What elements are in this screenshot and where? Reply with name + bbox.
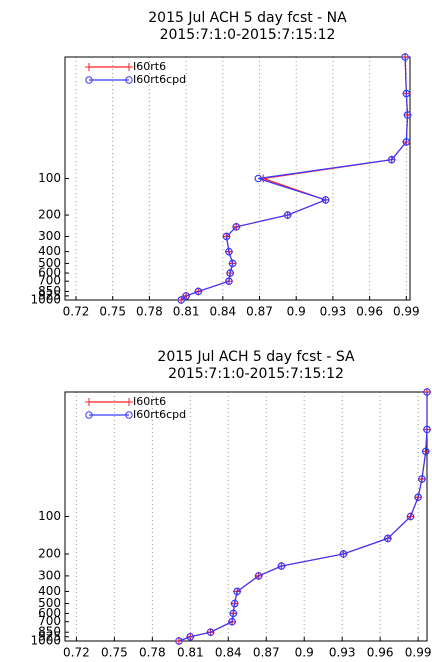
plot-frame [64, 56, 411, 301]
series-line [180, 56, 409, 301]
x-tick-label: 0.87 [246, 305, 273, 319]
legend-marker [85, 398, 133, 406]
legend-label: I60rt6 [133, 60, 166, 73]
point-marker [421, 447, 430, 456]
point-marker [222, 232, 231, 241]
y-tick-label: 400 [38, 584, 61, 598]
point-marker [383, 534, 392, 543]
point-marker [423, 425, 431, 434]
point-marker [226, 269, 234, 277]
chart-subtitle: 2015:7:1:0-2015:7:15:12 [160, 27, 336, 43]
y-tick-label: 925 [38, 288, 61, 302]
y-tick-label: 700 [38, 274, 61, 288]
point-marker [225, 247, 233, 256]
x-tick-label: 0.87 [253, 646, 280, 660]
y-tick-label: 200 [38, 208, 61, 222]
point-marker [277, 562, 286, 570]
y-tick-label: 300 [38, 568, 61, 582]
x-tick-label: 0.93 [320, 305, 347, 319]
y-tick-label: 1000 [30, 293, 61, 307]
x-tick-label: 0.9 [295, 646, 314, 660]
y-tick-label: 700 [38, 614, 61, 628]
legend-marker [125, 76, 133, 84]
y-tick-label: 600 [38, 266, 61, 280]
y-tick-label: 850 [38, 284, 61, 298]
y-tick-label: 200 [38, 546, 61, 560]
y-tick-label: 300 [38, 229, 61, 243]
point-marker [387, 155, 396, 164]
series-line [180, 56, 409, 301]
x-tick-label: 0.96 [356, 305, 383, 319]
y-tick-label: 925 [38, 629, 61, 643]
y-tick-label: 400 [38, 244, 61, 258]
series-line [178, 392, 428, 642]
x-tick-label: 0.84 [209, 305, 236, 319]
x-tick-label: 0.99 [393, 305, 420, 319]
legend-marker [85, 63, 133, 71]
x-tick-label: 0.78 [139, 646, 166, 660]
point-marker [228, 617, 236, 626]
x-tick-label: 0.84 [215, 646, 242, 660]
point-marker [406, 512, 415, 521]
chart-title: 2015 Jul ACH 5 day fcst - SA [157, 349, 355, 365]
x-tick-label: 0.75 [99, 305, 126, 319]
y-tick-label: 1000 [30, 634, 61, 648]
x-tick-label: 0.78 [136, 305, 163, 319]
point-marker [228, 259, 237, 268]
point-marker [254, 174, 263, 183]
point-marker [194, 287, 203, 296]
point-marker [254, 572, 263, 580]
legend-label: I60rt6cpd [133, 408, 186, 421]
x-tick-label: 0.72 [63, 646, 90, 660]
point-marker [206, 628, 215, 637]
point-marker [402, 89, 411, 98]
x-tick-label: 0.99 [405, 646, 432, 660]
legend-label: I60rt6 [133, 395, 166, 408]
point-marker [230, 599, 239, 608]
y-tick-label: 100 [38, 171, 61, 185]
x-tick-label: 0.81 [177, 646, 204, 660]
point-marker [175, 637, 183, 645]
x-tick-label: 0.75 [101, 646, 128, 660]
point-marker [186, 632, 195, 641]
legend-marker [125, 411, 133, 419]
y-tick-label: 850 [38, 625, 61, 639]
point-marker [403, 111, 412, 119]
point-marker [182, 292, 190, 300]
x-tick-label: 0.96 [367, 646, 394, 660]
point-marker [401, 53, 409, 61]
legend-label: I60rt6cpd [133, 73, 186, 86]
point-marker [414, 493, 422, 502]
chart-title: 2015 Jul ACH 5 day fcst - NA [148, 10, 347, 26]
y-tick-label: 100 [38, 509, 61, 523]
y-tick-label: 500 [38, 256, 61, 270]
y-tick-label: 600 [38, 606, 61, 620]
x-tick-label: 0.81 [173, 305, 200, 319]
x-tick-label: 0.72 [63, 305, 90, 319]
legend-marker [85, 411, 93, 419]
point-marker [177, 296, 186, 304]
plot-frame [64, 391, 428, 642]
point-marker [233, 587, 241, 596]
chart-subtitle: 2015:7:1:0-2015:7:15:12 [168, 366, 344, 382]
point-marker [418, 475, 426, 483]
point-marker [232, 223, 241, 231]
x-tick-label: 0.93 [329, 646, 356, 660]
point-marker [339, 550, 348, 558]
point-marker [229, 609, 238, 618]
series-line [178, 392, 428, 642]
point-marker [321, 196, 330, 204]
legend-marker [85, 76, 93, 84]
point-marker [283, 211, 292, 219]
x-tick-label: 0.9 [287, 305, 306, 319]
point-marker [225, 277, 233, 285]
point-marker [423, 388, 431, 396]
y-tick-label: 500 [38, 596, 61, 610]
point-marker [402, 138, 411, 146]
